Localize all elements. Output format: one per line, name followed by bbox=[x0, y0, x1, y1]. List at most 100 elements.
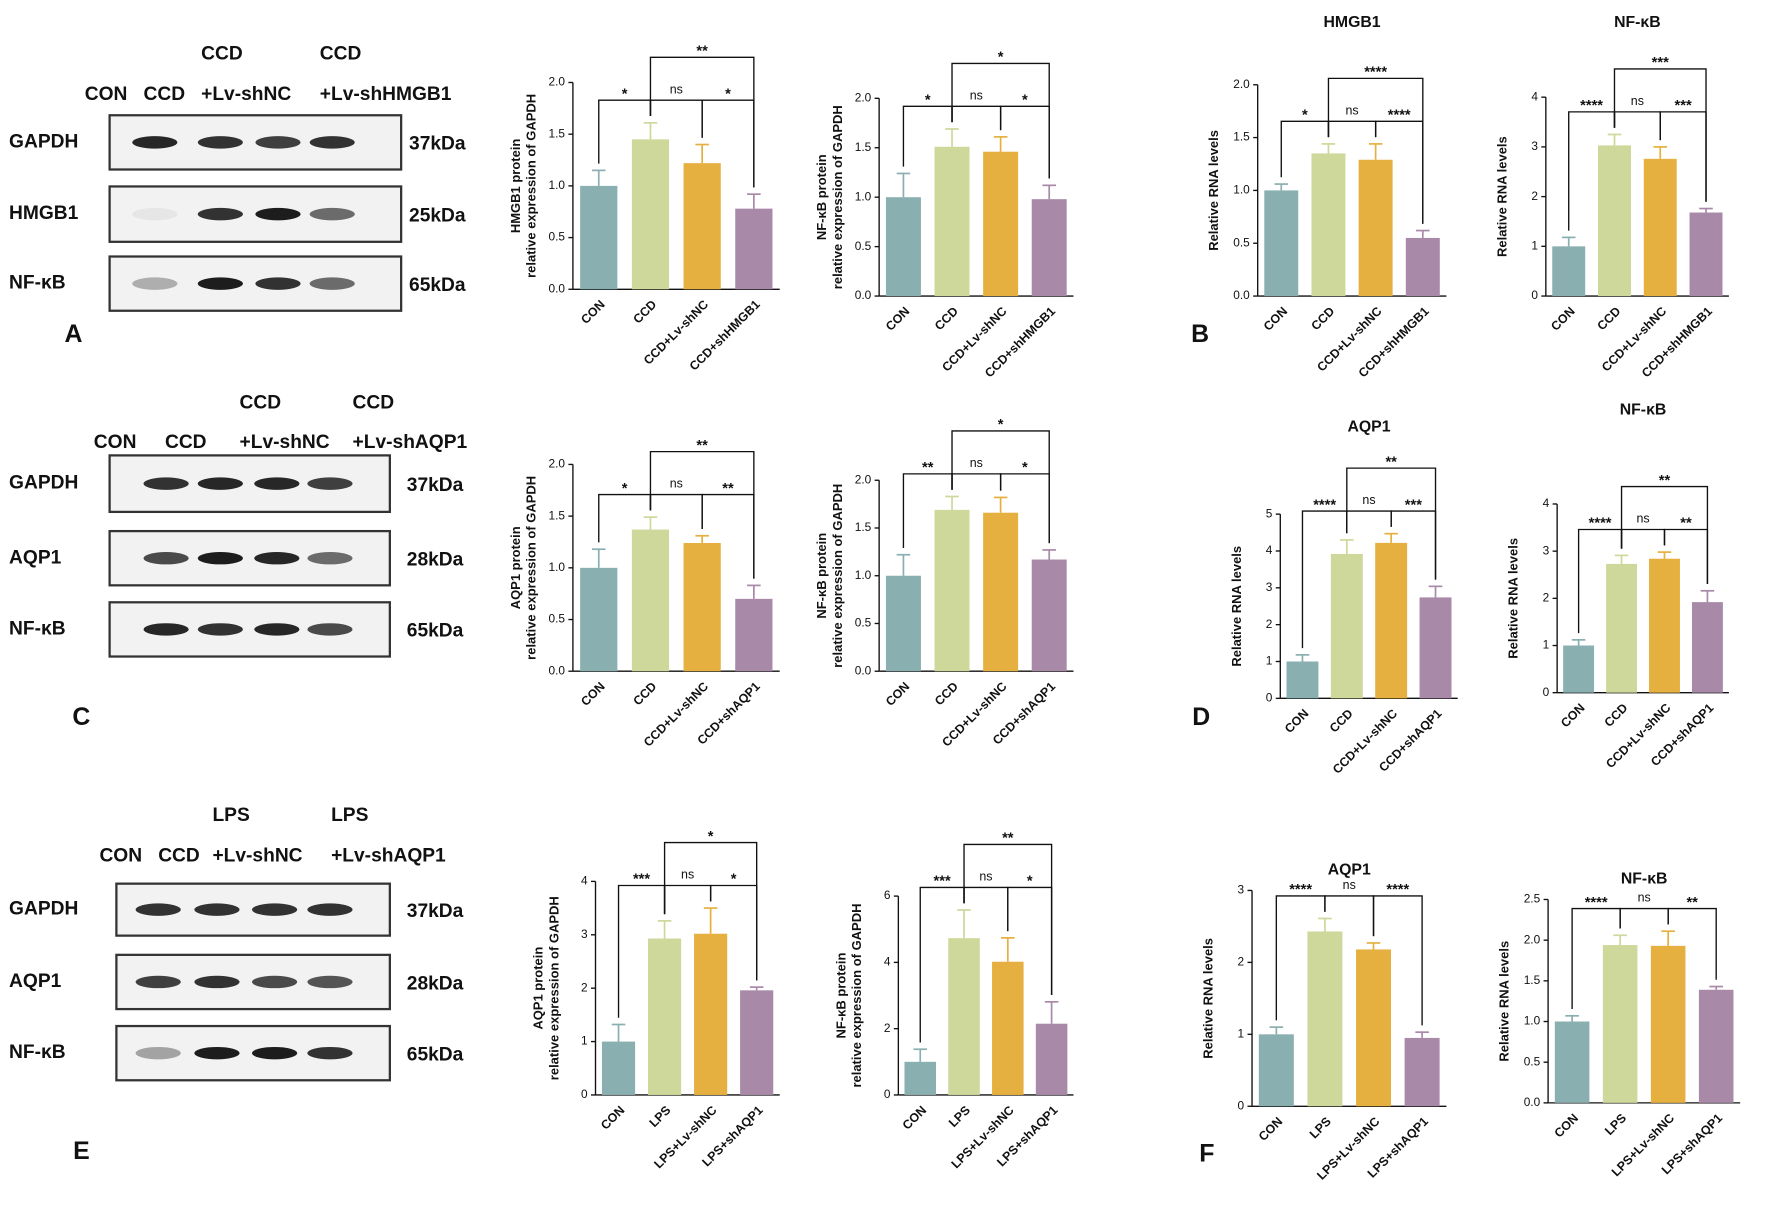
significance-label: * bbox=[725, 86, 731, 102]
bar bbox=[1691, 602, 1723, 693]
y-axis-label: NF-κB protein bbox=[814, 533, 829, 619]
panel-label: E bbox=[73, 1137, 90, 1165]
significance-label: **** bbox=[1589, 516, 1612, 532]
lane-label: CCD bbox=[144, 84, 186, 105]
blot-band bbox=[143, 623, 189, 636]
lane-label: CCD bbox=[201, 43, 243, 64]
y-tick-label: 4 bbox=[884, 955, 891, 969]
bar bbox=[648, 938, 682, 1095]
y-tick-label: 6 bbox=[884, 888, 891, 902]
x-tick-label: CON bbox=[883, 679, 912, 708]
chart-title: AQP1 bbox=[1328, 861, 1371, 878]
bar bbox=[1419, 597, 1452, 699]
y-axis-label: AQP1 protein bbox=[508, 526, 523, 609]
significance-label: *** bbox=[1652, 55, 1669, 71]
significance-label: ns bbox=[970, 88, 983, 102]
significance-label: * bbox=[731, 872, 737, 888]
significance-label: ns bbox=[1638, 891, 1651, 905]
significance-label: * bbox=[708, 829, 714, 845]
lane-label: +Lv-shAQP1 bbox=[331, 846, 446, 867]
y-axis-label: relative expression of GAPDH bbox=[546, 896, 561, 1080]
significance-bracket bbox=[649, 450, 755, 579]
blot-band bbox=[194, 903, 240, 916]
y-axis-label: Relative RNA levels bbox=[1497, 941, 1512, 1062]
blot-band bbox=[197, 477, 243, 490]
significance-label: ** bbox=[696, 43, 708, 59]
bar bbox=[1258, 1034, 1294, 1107]
bar bbox=[992, 961, 1024, 1095]
y-tick-label: 2.0 bbox=[1524, 932, 1541, 946]
x-tick-label: CON bbox=[1548, 304, 1577, 333]
y-tick-label: 2 bbox=[1266, 617, 1273, 631]
chart-title: NF-κB bbox=[1621, 870, 1668, 887]
blot-band bbox=[309, 136, 355, 149]
blot-band bbox=[309, 207, 355, 221]
significance-label: ** bbox=[1680, 516, 1692, 532]
y-tick-label: 1.5 bbox=[549, 126, 566, 140]
bar bbox=[631, 529, 670, 672]
y-tick-label: 3 bbox=[1266, 580, 1273, 594]
significance-bracket bbox=[951, 105, 1002, 131]
blot-band bbox=[309, 277, 355, 290]
significance-label: ** bbox=[1686, 895, 1698, 911]
blot-band bbox=[132, 136, 178, 149]
blot-band bbox=[254, 477, 300, 490]
blot-band bbox=[143, 552, 189, 565]
y-tick-label: 2 bbox=[1543, 590, 1550, 604]
y-tick-label: 1.0 bbox=[1233, 183, 1250, 197]
lane-label: CCD bbox=[320, 43, 362, 64]
y-tick-label: 0.0 bbox=[1524, 1095, 1541, 1109]
bar bbox=[1606, 563, 1638, 693]
significance-bracket bbox=[663, 841, 758, 981]
x-tick-label: CON bbox=[598, 1103, 627, 1132]
x-tick-label: CCD bbox=[1327, 706, 1356, 735]
y-tick-label: 0.0 bbox=[549, 663, 566, 677]
x-tick-label: CCD bbox=[932, 304, 961, 333]
y-tick-label: 3 bbox=[1238, 883, 1245, 897]
bar bbox=[948, 938, 980, 1095]
y-tick-label: 1.0 bbox=[549, 178, 566, 192]
x-tick-label: CON bbox=[1261, 304, 1290, 333]
blot-band bbox=[135, 1046, 181, 1060]
protein-label: GAPDH bbox=[9, 473, 78, 494]
significance-bracket bbox=[963, 843, 1053, 996]
y-tick-label: 0.5 bbox=[855, 616, 872, 630]
x-tick-label: CCD bbox=[630, 297, 659, 326]
y-tick-label: 1.0 bbox=[855, 568, 872, 582]
y-tick-label: 0.5 bbox=[549, 230, 566, 244]
significance-label: ns bbox=[979, 870, 992, 884]
significance-label: * bbox=[925, 93, 931, 109]
size-label: 65kDa bbox=[409, 275, 466, 296]
x-tick-label: CCD bbox=[1308, 304, 1337, 333]
y-tick-label: 0.0 bbox=[855, 663, 872, 677]
y-tick-label: 0.0 bbox=[1233, 288, 1250, 302]
bar bbox=[1356, 949, 1392, 1107]
y-tick-label: 2.5 bbox=[1524, 892, 1541, 906]
x-tick-label: CON bbox=[1558, 701, 1587, 730]
blot-band bbox=[135, 975, 181, 989]
significance-bracket bbox=[649, 493, 703, 529]
blot-band bbox=[132, 207, 178, 221]
bar bbox=[1552, 246, 1586, 297]
blot-band bbox=[254, 552, 300, 565]
significance-label: *** bbox=[1675, 98, 1692, 114]
bar bbox=[983, 512, 1019, 672]
significance-label: ns bbox=[1362, 493, 1375, 507]
significance-label: ** bbox=[1385, 454, 1397, 470]
y-tick-label: 1.0 bbox=[855, 189, 872, 203]
blot-band bbox=[307, 552, 353, 565]
y-tick-label: 0 bbox=[1238, 1098, 1245, 1112]
lane-label: CON bbox=[94, 432, 137, 453]
bar bbox=[1307, 931, 1343, 1107]
bar bbox=[1649, 558, 1680, 693]
bar bbox=[740, 990, 774, 1095]
significance-label: **** bbox=[1364, 65, 1387, 81]
y-tick-label: 1.0 bbox=[549, 560, 566, 574]
bar bbox=[1689, 212, 1723, 297]
significance-label: *** bbox=[934, 874, 951, 890]
protein-label: AQP1 bbox=[9, 971, 62, 992]
